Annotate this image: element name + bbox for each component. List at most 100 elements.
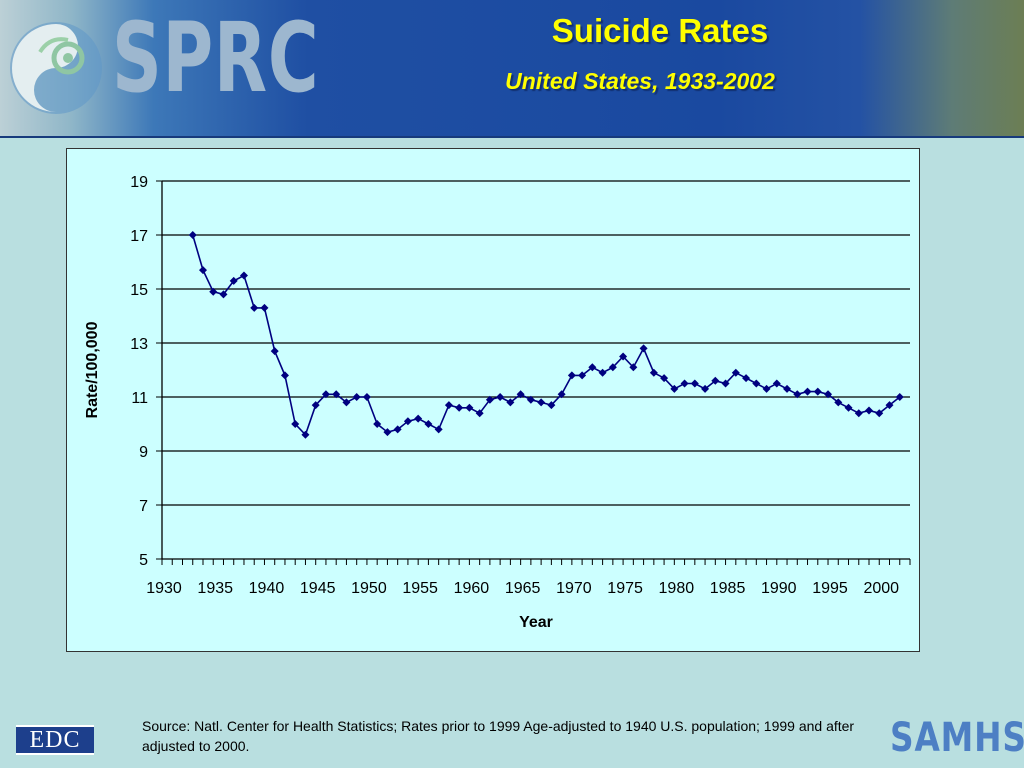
data-point-1934 bbox=[198, 266, 207, 275]
page-subtitle: United States, 1933-2002 bbox=[505, 68, 775, 94]
data-point-1951 bbox=[373, 420, 382, 428]
data-point-1995 bbox=[824, 390, 833, 399]
data-point-1964 bbox=[506, 398, 515, 407]
x-tick-label-1955: 1955 bbox=[402, 580, 438, 597]
x-tick-label-1950: 1950 bbox=[351, 580, 387, 597]
x-tick-label-1975: 1975 bbox=[607, 580, 643, 597]
data-point-1977 bbox=[639, 344, 648, 353]
axes bbox=[156, 180, 911, 565]
data-point-1949 bbox=[352, 393, 361, 401]
data-point-1955 bbox=[414, 414, 423, 423]
data-point-1984 bbox=[711, 376, 720, 385]
data-point-1938 bbox=[239, 271, 248, 280]
data-point-1965 bbox=[516, 390, 525, 399]
x-tick-label-1995: 1995 bbox=[812, 580, 848, 597]
x-tick-label-1965: 1965 bbox=[505, 580, 541, 597]
data-point-1970 bbox=[567, 371, 576, 380]
data-point-1973 bbox=[598, 368, 607, 377]
data-point-1958 bbox=[444, 401, 453, 410]
data-point-1950 bbox=[362, 393, 371, 401]
x-tick-label-1960: 1960 bbox=[454, 580, 490, 597]
y-tick-label-17: 17 bbox=[130, 228, 148, 245]
data-point-1975 bbox=[619, 352, 628, 361]
data-point-1935 bbox=[209, 287, 218, 296]
x-tick-label-1940: 1940 bbox=[249, 580, 285, 597]
x-axis-label: Year bbox=[519, 614, 553, 631]
data-point-1978 bbox=[649, 368, 658, 377]
y-tick-label-13: 13 bbox=[130, 336, 148, 353]
page-title: Suicide Rates bbox=[551, 12, 769, 49]
data-point-2002 bbox=[895, 393, 904, 401]
y-tick-label-9: 9 bbox=[139, 444, 148, 461]
data-point-1974 bbox=[608, 363, 617, 372]
data-point-1933 bbox=[188, 231, 197, 239]
x-tick-label-1980: 1980 bbox=[659, 580, 695, 597]
data-point-1991 bbox=[783, 384, 792, 393]
y-tick-labels: 5 7 9 11 13 15 17 19 bbox=[130, 174, 148, 569]
data-point-1998 bbox=[854, 409, 863, 418]
x-tick-label-2000: 2000 bbox=[863, 580, 899, 597]
x-tick-label-1935: 1935 bbox=[197, 580, 233, 597]
y-tick-label-15: 15 bbox=[130, 282, 148, 299]
y-tick-label-11: 11 bbox=[131, 390, 148, 407]
data-point-1957 bbox=[434, 425, 443, 434]
data-point-1954 bbox=[403, 417, 412, 426]
data-point-1972 bbox=[588, 363, 597, 372]
x-tick-label-1970: 1970 bbox=[556, 580, 592, 597]
data-point-1952 bbox=[383, 428, 392, 437]
data-point-1961 bbox=[475, 409, 484, 418]
data-point-1937 bbox=[229, 276, 238, 285]
data-point-1971 bbox=[578, 371, 587, 380]
sprc-logo-text: SPRC bbox=[112, 2, 320, 114]
data-point-1942 bbox=[280, 371, 289, 380]
y-tick-label-19: 19 bbox=[130, 174, 148, 191]
gridlines bbox=[162, 180, 910, 506]
data-point-1962 bbox=[485, 395, 494, 404]
data-point-1948 bbox=[342, 398, 351, 407]
data-point-1982 bbox=[690, 379, 699, 388]
x-tick-labels: 1930 1935 1940 1945 1950 1955 1960 1965 1970 1975… bbox=[146, 580, 899, 597]
samhsa-logo: SAMHSA bbox=[890, 715, 1024, 761]
data-point-1969 bbox=[557, 390, 566, 399]
data-point-1959 bbox=[455, 403, 464, 412]
data-point-1980 bbox=[670, 384, 679, 393]
data-point-1996 bbox=[834, 398, 843, 407]
x-tick-label-1930: 1930 bbox=[146, 580, 182, 597]
data-point-1940 bbox=[260, 303, 269, 312]
data-point-1988 bbox=[752, 379, 761, 388]
data-point-1945 bbox=[311, 401, 320, 410]
data-point-1963 bbox=[496, 393, 505, 401]
y-tick-label-5: 5 bbox=[139, 552, 148, 569]
data-point-1967 bbox=[537, 398, 546, 407]
series-line bbox=[191, 234, 901, 437]
data-point-1936 bbox=[219, 290, 228, 299]
data-point-1939 bbox=[250, 303, 259, 312]
data-point-1979 bbox=[660, 374, 669, 383]
data-point-1976 bbox=[629, 363, 638, 372]
data-point-2000 bbox=[875, 409, 884, 418]
data-point-1985 bbox=[721, 379, 730, 388]
data-point-1941 bbox=[270, 347, 279, 356]
data-point-1981 bbox=[680, 379, 689, 388]
data-point-1997 bbox=[844, 403, 853, 412]
data-point-1944 bbox=[301, 430, 310, 439]
data-point-1999 bbox=[865, 406, 874, 415]
data-series bbox=[188, 231, 904, 439]
data-point-1990 bbox=[772, 379, 781, 388]
data-point-1983 bbox=[701, 384, 710, 393]
data-point-1966 bbox=[526, 395, 535, 404]
data-point-1947 bbox=[332, 390, 341, 399]
data-point-1956 bbox=[424, 420, 433, 428]
sprc-swirl-logo-icon bbox=[10, 22, 102, 114]
data-point-1986 bbox=[731, 368, 740, 377]
data-point-1943 bbox=[291, 420, 300, 428]
data-point-1953 bbox=[393, 425, 402, 434]
data-point-2001 bbox=[885, 401, 894, 410]
data-point-1946 bbox=[321, 390, 330, 399]
y-tick-label-7: 7 bbox=[139, 498, 148, 515]
data-point-1960 bbox=[465, 403, 474, 412]
header-divider bbox=[0, 136, 1024, 138]
data-point-1993 bbox=[803, 387, 812, 396]
data-point-1987 bbox=[742, 374, 751, 383]
